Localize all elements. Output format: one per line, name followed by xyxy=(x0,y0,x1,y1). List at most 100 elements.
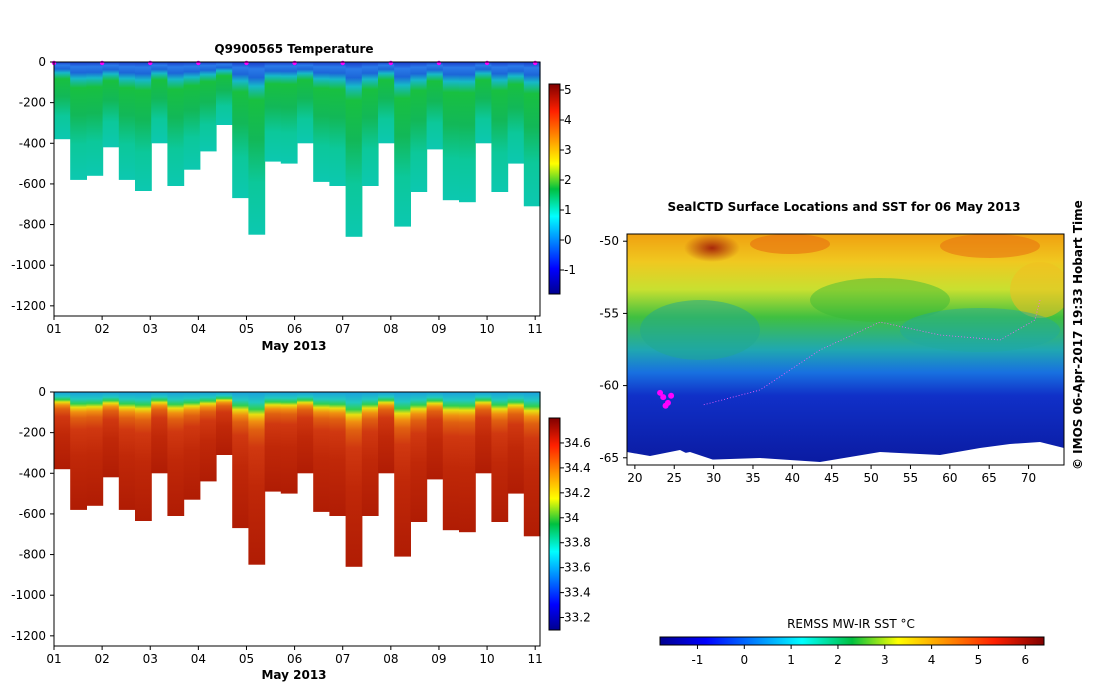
surface-marker xyxy=(340,60,345,66)
profile-column xyxy=(54,392,71,470)
seal-locations xyxy=(657,389,675,409)
temperature-colorbar-ticks: 5 4 3 2 1 0 -1 xyxy=(560,83,576,277)
x-tick-label: 09 xyxy=(431,652,446,666)
colorbar-tick-label: 34.6 xyxy=(564,436,591,450)
surface-marker xyxy=(99,60,105,66)
surface-marker xyxy=(196,60,201,66)
x-tick-label: 05 xyxy=(239,322,254,336)
colorbar-tick-label: 5 xyxy=(564,83,572,97)
y-tick-label: -60 xyxy=(599,379,619,393)
profile-column xyxy=(248,62,266,235)
profile-column xyxy=(264,62,282,162)
x-tick-label: 08 xyxy=(383,322,398,336)
profile-column xyxy=(442,62,460,201)
profile-column xyxy=(216,392,233,455)
x-tick-label: 45 xyxy=(824,471,839,485)
colorbar-tick-label: 33.8 xyxy=(564,536,591,550)
profile-column xyxy=(507,392,525,494)
profile-column xyxy=(232,62,249,199)
map-axes: 20 25 30 35 40 45 50 55 60 65 70 -50 -55 -60 -65 xyxy=(599,234,1036,485)
colorbar-tick-label: 34 xyxy=(564,511,579,525)
x-tick-label: 07 xyxy=(335,322,350,336)
profile-column xyxy=(361,62,379,186)
profile-column xyxy=(459,392,476,533)
profile-column xyxy=(86,392,104,506)
y-tick-label: -65 xyxy=(599,451,619,465)
profile-column xyxy=(167,62,185,186)
profile-column xyxy=(361,392,379,516)
x-tick-label: 04 xyxy=(191,322,206,336)
profile-column xyxy=(70,392,87,510)
x-tick-label: 30 xyxy=(706,471,721,485)
temperature-plot-frame xyxy=(53,61,541,317)
profile-column xyxy=(264,392,282,492)
x-tick-label: 20 xyxy=(627,471,642,485)
colorbar-tick-label: -1 xyxy=(691,653,703,667)
x-tick-label: 55 xyxy=(903,471,918,485)
profile-column xyxy=(378,392,395,474)
profile-column xyxy=(183,62,201,170)
profile-column xyxy=(216,62,233,125)
y-tick-label: -200 xyxy=(19,426,46,440)
temperature-title: Q9900565 Temperature xyxy=(214,42,373,56)
profile-column xyxy=(86,62,104,176)
salinity-profiles xyxy=(54,392,541,567)
y-tick-label: 0 xyxy=(38,55,46,69)
profile-column xyxy=(118,392,136,510)
profile-column xyxy=(410,392,428,522)
x-tick-label: 11 xyxy=(528,322,543,336)
y-tick-label: -55 xyxy=(599,306,619,320)
x-tick-label: 03 xyxy=(143,322,158,336)
sst-colorbar xyxy=(659,636,1045,646)
surface-marker xyxy=(436,60,442,66)
profile-column xyxy=(297,392,314,474)
profile-column xyxy=(297,62,314,144)
surface-marker xyxy=(292,60,297,66)
side-caption: © IMOS 06-Apr-2017 19:33 Hobart Time xyxy=(1071,200,1085,470)
temperature-profiles xyxy=(51,60,541,237)
colorbar-tick-label: 4 xyxy=(928,653,936,667)
profile-column xyxy=(410,62,428,192)
surface-marker xyxy=(388,60,394,66)
profile-column xyxy=(102,392,120,478)
profile-column xyxy=(491,62,509,192)
colorbar-tick-label: 4 xyxy=(564,113,572,127)
seal-location-marker xyxy=(660,394,667,401)
colorbar-tick-label: -1 xyxy=(564,263,576,277)
profile-column xyxy=(345,62,363,237)
profile-column xyxy=(394,62,411,227)
x-tick-label: 70 xyxy=(1021,471,1036,485)
map-frame xyxy=(626,233,1065,466)
salinity-colorbar-ticks: 34.6 34.4 34.2 34 33.8 33.6 33.4 33.2 xyxy=(560,436,591,625)
profile-column xyxy=(280,62,298,164)
x-tick-label: 02 xyxy=(94,322,109,336)
x-tick-label: 60 xyxy=(942,471,957,485)
sst-colorbar-label: REMSS MW-IR SST °C xyxy=(787,617,915,631)
profile-column xyxy=(232,392,249,529)
sst-field xyxy=(627,234,1064,465)
temperature-colorbar xyxy=(548,83,561,295)
profile-column xyxy=(135,392,152,521)
profile-column xyxy=(199,62,217,152)
y-tick-label: -400 xyxy=(19,466,46,480)
profile-column xyxy=(54,62,71,140)
x-tick-label: 65 xyxy=(982,471,997,485)
colorbar-tick-label: 0 xyxy=(564,233,572,247)
profile-column xyxy=(345,392,363,567)
profile-column xyxy=(475,392,492,474)
profile-column xyxy=(167,392,185,516)
x-tick-label: 10 xyxy=(479,322,494,336)
y-tick-label: -50 xyxy=(599,234,619,248)
colorbar-tick-label: 0 xyxy=(740,653,748,667)
x-tick-label: 06 xyxy=(287,652,302,666)
sst-colorbar-ticks: -1 0 1 2 3 4 5 6 xyxy=(691,645,1029,667)
salinity-colorbar xyxy=(548,417,561,631)
profile-column xyxy=(523,392,541,537)
x-tick-label: 35 xyxy=(745,471,760,485)
colorbar-tick-label: 1 xyxy=(564,203,572,217)
x-tick-label: 07 xyxy=(335,652,350,666)
x-tick-label: 01 xyxy=(46,652,61,666)
profile-column xyxy=(183,392,201,500)
colorbar-tick-label: 5 xyxy=(975,653,983,667)
